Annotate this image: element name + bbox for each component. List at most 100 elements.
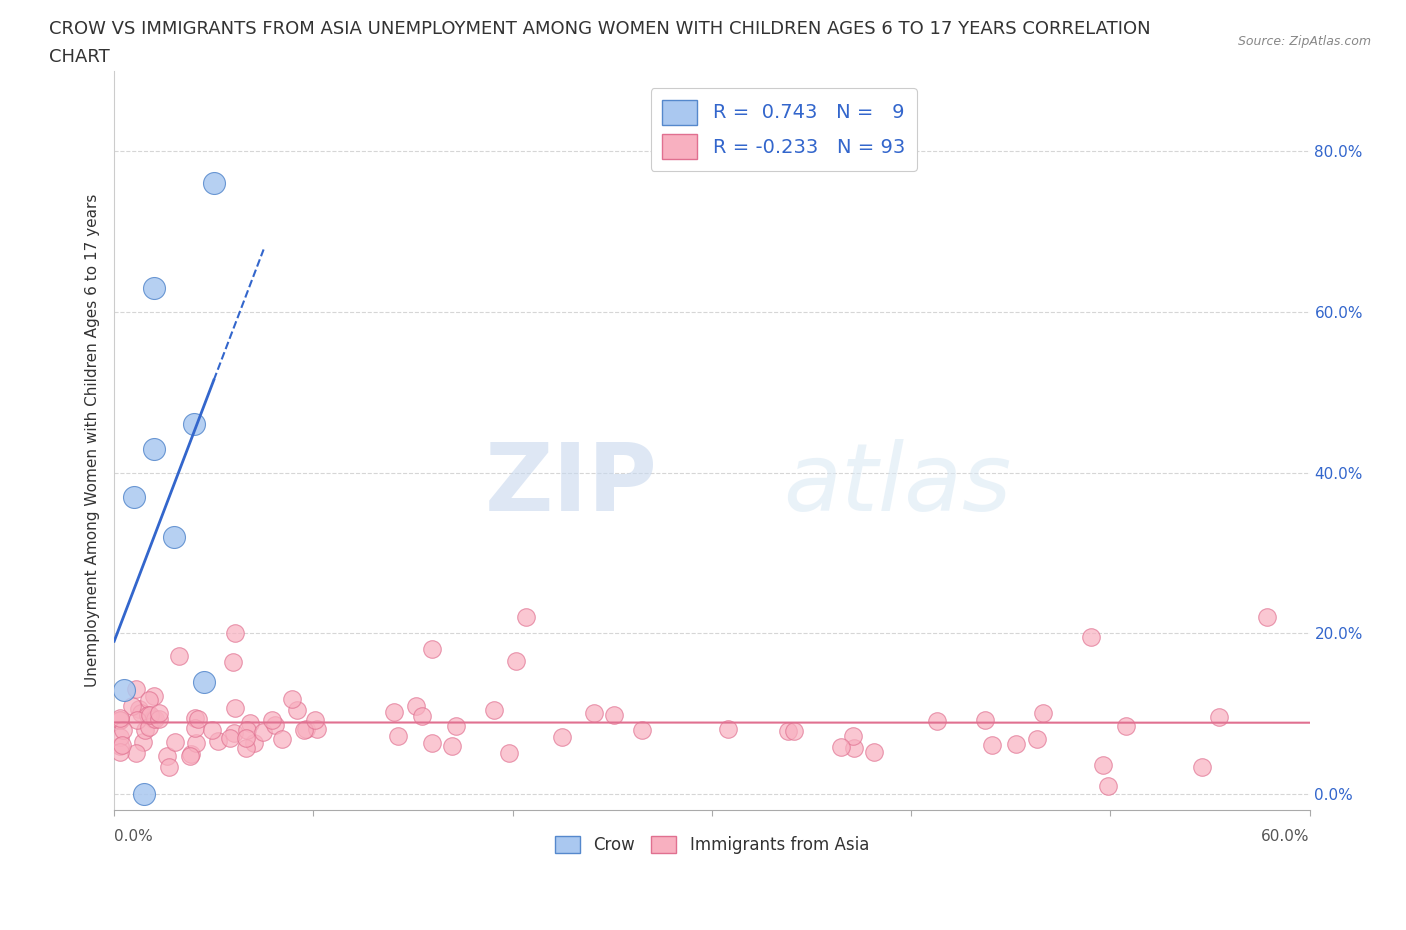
Text: CROW VS IMMIGRANTS FROM ASIA UNEMPLOYMENT AMONG WOMEN WITH CHILDREN AGES 6 TO 17: CROW VS IMMIGRANTS FROM ASIA UNEMPLOYMEN…: [49, 20, 1152, 38]
Point: [193, 674, 215, 689]
Point: [183, 417, 205, 432]
Point: [132, 787, 155, 802]
Y-axis label: Unemployment Among Women with Children Ages 6 to 17 years: Unemployment Among Women with Children A…: [86, 193, 100, 687]
Text: CHART: CHART: [49, 48, 110, 66]
Point: [138, 720, 160, 735]
Point: [422, 736, 444, 751]
Point: [1256, 610, 1278, 625]
Text: atlas: atlas: [783, 439, 1012, 530]
Point: [583, 706, 606, 721]
Point: [129, 705, 152, 720]
Point: [156, 749, 179, 764]
Point: [148, 711, 170, 726]
Point: [1032, 705, 1054, 720]
Point: [179, 749, 201, 764]
Point: [420, 642, 443, 657]
Point: [1208, 710, 1230, 724]
Text: 60.0%: 60.0%: [1261, 829, 1309, 844]
Point: [235, 723, 257, 737]
Point: [108, 738, 131, 753]
Point: [927, 713, 949, 728]
Point: [138, 693, 160, 708]
Point: [783, 724, 806, 738]
Point: [108, 712, 131, 727]
Point: [262, 712, 284, 727]
Point: [1097, 778, 1119, 793]
Point: [222, 655, 245, 670]
Point: [134, 723, 156, 737]
Point: [111, 737, 134, 752]
Point: [778, 724, 800, 738]
Text: Source: ZipAtlas.com: Source: ZipAtlas.com: [1237, 35, 1371, 48]
Point: [132, 735, 155, 750]
Point: [842, 728, 865, 743]
Text: 0.0%: 0.0%: [114, 829, 153, 844]
Point: [1115, 718, 1137, 733]
Point: [382, 704, 405, 719]
Point: [163, 529, 186, 544]
Point: [243, 736, 266, 751]
Point: [295, 722, 318, 737]
Point: [224, 700, 246, 715]
Point: [270, 732, 292, 747]
Point: [505, 654, 527, 669]
Point: [125, 681, 148, 696]
Point: [128, 701, 150, 716]
Point: [108, 744, 131, 759]
Point: [444, 719, 467, 734]
Point: [387, 729, 409, 744]
Point: [842, 740, 865, 755]
Text: ZIP: ZIP: [485, 439, 658, 531]
Point: [121, 698, 143, 713]
Point: [163, 734, 186, 749]
Point: [411, 708, 433, 723]
Point: [1005, 737, 1028, 751]
Point: [183, 711, 205, 725]
Point: [108, 711, 131, 725]
Point: [239, 715, 262, 730]
Point: [169, 649, 191, 664]
Point: [108, 712, 131, 727]
Point: [143, 280, 166, 295]
Point: [280, 692, 302, 707]
Point: [143, 441, 166, 456]
Point: [122, 489, 145, 504]
Point: [148, 705, 170, 720]
Point: [138, 708, 160, 723]
Point: [980, 738, 1002, 753]
Point: [184, 721, 207, 736]
Point: [304, 713, 326, 728]
Point: [136, 708, 159, 723]
Point: [498, 746, 520, 761]
Point: [285, 702, 308, 717]
Point: [143, 711, 166, 726]
Point: [551, 730, 574, 745]
Point: [717, 722, 740, 737]
Point: [1092, 758, 1115, 773]
Point: [142, 711, 165, 726]
Point: [125, 745, 148, 760]
Point: [186, 736, 208, 751]
Point: [219, 731, 242, 746]
Point: [631, 723, 654, 737]
Point: [143, 689, 166, 704]
Point: [515, 610, 537, 625]
Point: [441, 738, 464, 753]
Point: [235, 730, 257, 745]
Point: [224, 626, 246, 641]
Point: [603, 708, 626, 723]
Point: [292, 723, 315, 737]
Point: [307, 722, 329, 737]
Point: [187, 711, 209, 726]
Point: [482, 702, 505, 717]
Point: [180, 746, 202, 761]
Point: [202, 176, 225, 191]
Point: [127, 712, 149, 727]
Point: [157, 760, 180, 775]
Point: [252, 724, 274, 739]
Point: [830, 739, 852, 754]
Legend: Crow, Immigrants from Asia: Crow, Immigrants from Asia: [548, 830, 876, 861]
Point: [112, 723, 135, 737]
Point: [1026, 731, 1049, 746]
Point: [1191, 760, 1213, 775]
